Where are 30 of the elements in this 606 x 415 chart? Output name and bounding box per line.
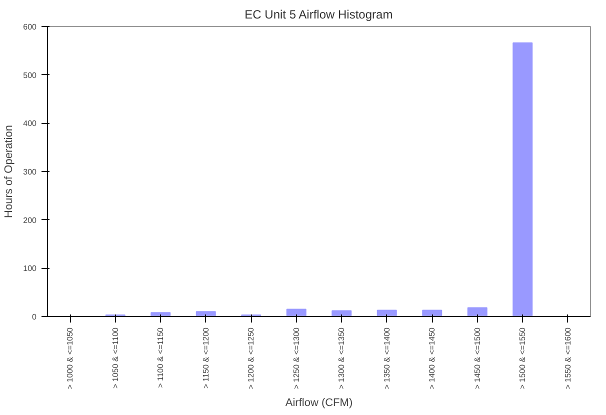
bar bbox=[150, 312, 171, 316]
bar bbox=[467, 307, 488, 316]
bar bbox=[196, 311, 216, 316]
bar bbox=[512, 42, 533, 316]
chart-title: EC Unit 5 Airflow Histogram bbox=[244, 8, 393, 22]
y-axis-title: Hours of Operation bbox=[3, 125, 16, 218]
x-tick-label: > 1100 & <=1150 bbox=[156, 326, 166, 388]
y-tick-label: 100 bbox=[23, 264, 38, 274]
x-tick-label: > 1200 & <=1250 bbox=[246, 326, 256, 390]
x-tick-label: > 1250 & <=1300 bbox=[292, 326, 301, 390]
x-tick-label: > 1050 & <=1100 bbox=[110, 326, 120, 389]
y-tick-label: 300 bbox=[23, 168, 38, 176]
y-tick-label: 0 bbox=[32, 312, 38, 322]
x-tick-label: > 1400 & <=1450 bbox=[428, 326, 437, 390]
x-tick-label: > 1500 & <=1550 bbox=[518, 326, 528, 390]
bar bbox=[376, 310, 397, 316]
x-tick-label: > 1550 & <=1600 bbox=[563, 326, 572, 390]
bar bbox=[332, 310, 352, 316]
y-tick-label: 500 bbox=[23, 70, 38, 80]
x-tick-label: > 1350 & <=1400 bbox=[382, 326, 392, 390]
y-tick-label: 200 bbox=[23, 216, 38, 225]
x-tick-label: > 1000 & <=1050 bbox=[66, 326, 75, 390]
y-tick-label: 400 bbox=[23, 119, 38, 128]
x-tick-label: > 1300 & <=1350 bbox=[337, 326, 346, 390]
x-tick-label: > 1450 & <=1500 bbox=[472, 326, 482, 390]
y-tick-label: 600 bbox=[23, 22, 38, 32]
x-tick-label: > 1150 & <=1200 bbox=[201, 326, 210, 389]
bar bbox=[422, 310, 442, 316]
bar bbox=[286, 308, 306, 316]
x-axis-title: Airflow (CFM) bbox=[285, 397, 353, 410]
